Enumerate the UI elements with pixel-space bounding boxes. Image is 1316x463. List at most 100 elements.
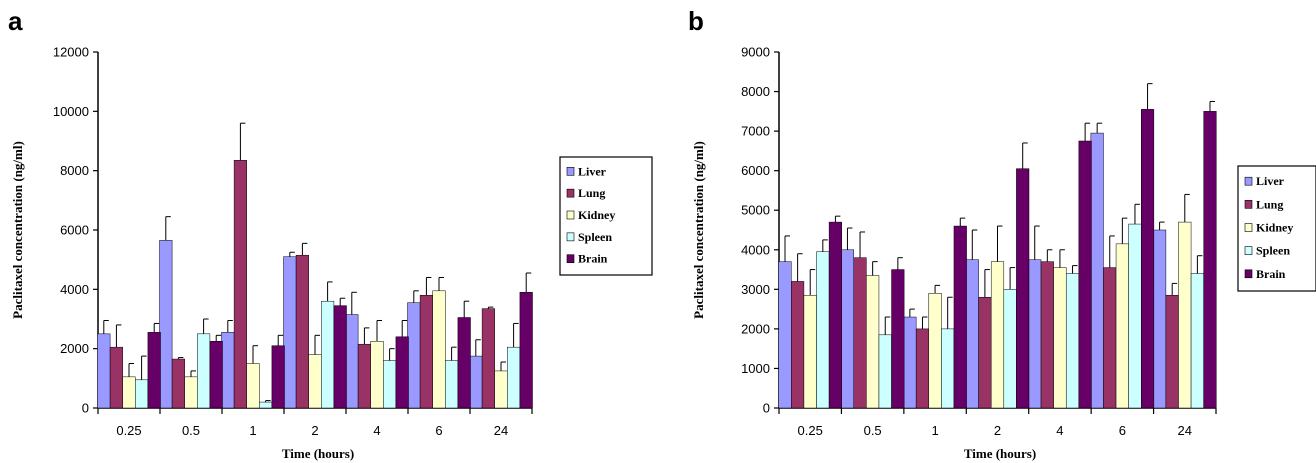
legend-label-brain: Brain: [578, 252, 608, 266]
legend-label-liver: Liver: [1256, 174, 1285, 188]
bar-liver: [469, 355, 483, 409]
y-axis-title-a: Paclitaxel concentration (ng/ml): [10, 141, 25, 319]
bar-kidney: [308, 354, 322, 409]
x-tick-label: 4: [1056, 423, 1063, 438]
bar-spleen: [941, 328, 955, 409]
x-tick-label: 6: [435, 423, 442, 438]
y-tick-label: 5000: [741, 203, 770, 218]
bar-lung: [171, 358, 185, 409]
bar-kidney: [246, 363, 260, 409]
y-tick-label: 12000: [53, 45, 89, 60]
legend-label-lung: Lung: [1256, 197, 1283, 211]
legend-label-kidney: Kidney: [578, 208, 615, 222]
legend-label-kidney: Kidney: [1256, 221, 1293, 235]
bar-brain: [395, 336, 409, 409]
x-tick-label: 0.25: [116, 423, 141, 438]
bar-kidney: [990, 261, 1005, 409]
x-tick-label: 2: [311, 423, 318, 438]
bar-liver: [159, 240, 173, 409]
bar-liver: [283, 256, 297, 409]
bar-brain: [519, 292, 533, 409]
bar-brain: [891, 269, 905, 409]
bar-brain: [1203, 111, 1217, 409]
bar-kidney: [1115, 243, 1129, 409]
legend-label-liver: Liver: [578, 164, 607, 178]
y-axis-title-b: Paclitaxel concentration (ng/ml): [691, 141, 706, 319]
bar-liver: [345, 314, 359, 409]
legend-swatch-kidney: [1244, 223, 1253, 232]
legend: Liver Lung Kidney Spleen Brain: [1237, 165, 1316, 292]
bar-lung: [1103, 267, 1117, 409]
bar-spleen: [1190, 273, 1204, 409]
y-tick-label: 8000: [60, 163, 89, 178]
bar-kidney: [1053, 267, 1067, 409]
y-tick-label: 2000: [741, 321, 770, 336]
bar-brain: [209, 341, 223, 409]
legend-box: [559, 156, 653, 276]
bar-lung: [357, 343, 371, 409]
bar-brain: [147, 332, 161, 409]
y-tick-label: 0: [82, 401, 89, 416]
bar-kidney: [928, 293, 942, 409]
y-tick-label: 7000: [741, 124, 770, 139]
bar-lung: [419, 295, 433, 409]
y-tick-label: 4000: [741, 242, 770, 257]
bar-lung: [481, 308, 495, 409]
x-axis-title-a: Time (hours): [282, 446, 354, 461]
bar-spleen: [383, 360, 397, 409]
bar-liver: [407, 302, 421, 409]
bar-liver: [778, 261, 792, 409]
bar-brain: [1141, 109, 1155, 409]
legend-swatch-kidney: [566, 210, 575, 220]
x-tick-label: 24: [1178, 423, 1192, 438]
bar-liver: [840, 249, 854, 409]
bar-brain: [333, 305, 347, 409]
y-tick-label: 10000: [53, 104, 89, 119]
legend-swatch-liver: [1244, 176, 1253, 186]
bar-lung: [109, 346, 123, 409]
bar-spleen: [259, 401, 273, 409]
legend-label-spleen: Spleen: [1256, 244, 1290, 258]
x-axis-title-b: Time (hours): [964, 446, 1036, 461]
bar-liver: [1153, 229, 1167, 409]
y-tick-label: 6000: [60, 223, 89, 238]
bar-lung: [853, 257, 867, 409]
bar-liver: [1090, 132, 1104, 409]
y-tick-label: 9000: [741, 45, 770, 60]
panel-label-b: b: [688, 6, 704, 36]
bar-brain: [953, 225, 967, 409]
bar-lung: [295, 254, 309, 409]
bar-liver: [903, 316, 917, 409]
bar-spleen: [1003, 289, 1017, 409]
bar-liver: [221, 332, 235, 409]
bar-spleen: [816, 251, 830, 409]
bar-spleen: [135, 379, 149, 409]
bar-lung: [791, 281, 805, 409]
legend-swatch-lung: [566, 188, 575, 198]
bar-lung: [1165, 295, 1179, 409]
bar-spleen: [878, 334, 892, 409]
x-tick-label: 6: [1119, 423, 1126, 438]
bar-kidney: [1178, 221, 1192, 409]
x-tick-label: 0.25: [798, 423, 823, 438]
bar-kidney: [122, 376, 136, 409]
bar-liver: [965, 259, 979, 409]
bar-liver: [1028, 259, 1042, 409]
chart-b: 0 1000 2000 3000 4000 5000 6000 7000 8000 9000 0.2…: [741, 45, 1316, 438]
bar-brain: [1078, 140, 1092, 409]
x-tick-label: 1: [249, 423, 256, 438]
bar-lung: [915, 328, 930, 409]
y-tick-label: 0: [763, 401, 770, 416]
legend-label-lung: Lung: [578, 186, 605, 200]
bar-lung: [1040, 261, 1054, 409]
bar-spleen: [507, 346, 521, 409]
legend-swatch-lung: [1244, 200, 1253, 209]
bar-kidney: [184, 376, 198, 409]
y-tick-label: 4000: [60, 282, 89, 297]
legend-label-brain: Brain: [1256, 267, 1286, 281]
x-tick-label: 24: [494, 423, 508, 438]
bar-kidney: [494, 370, 508, 409]
bar-kidney: [866, 275, 880, 409]
